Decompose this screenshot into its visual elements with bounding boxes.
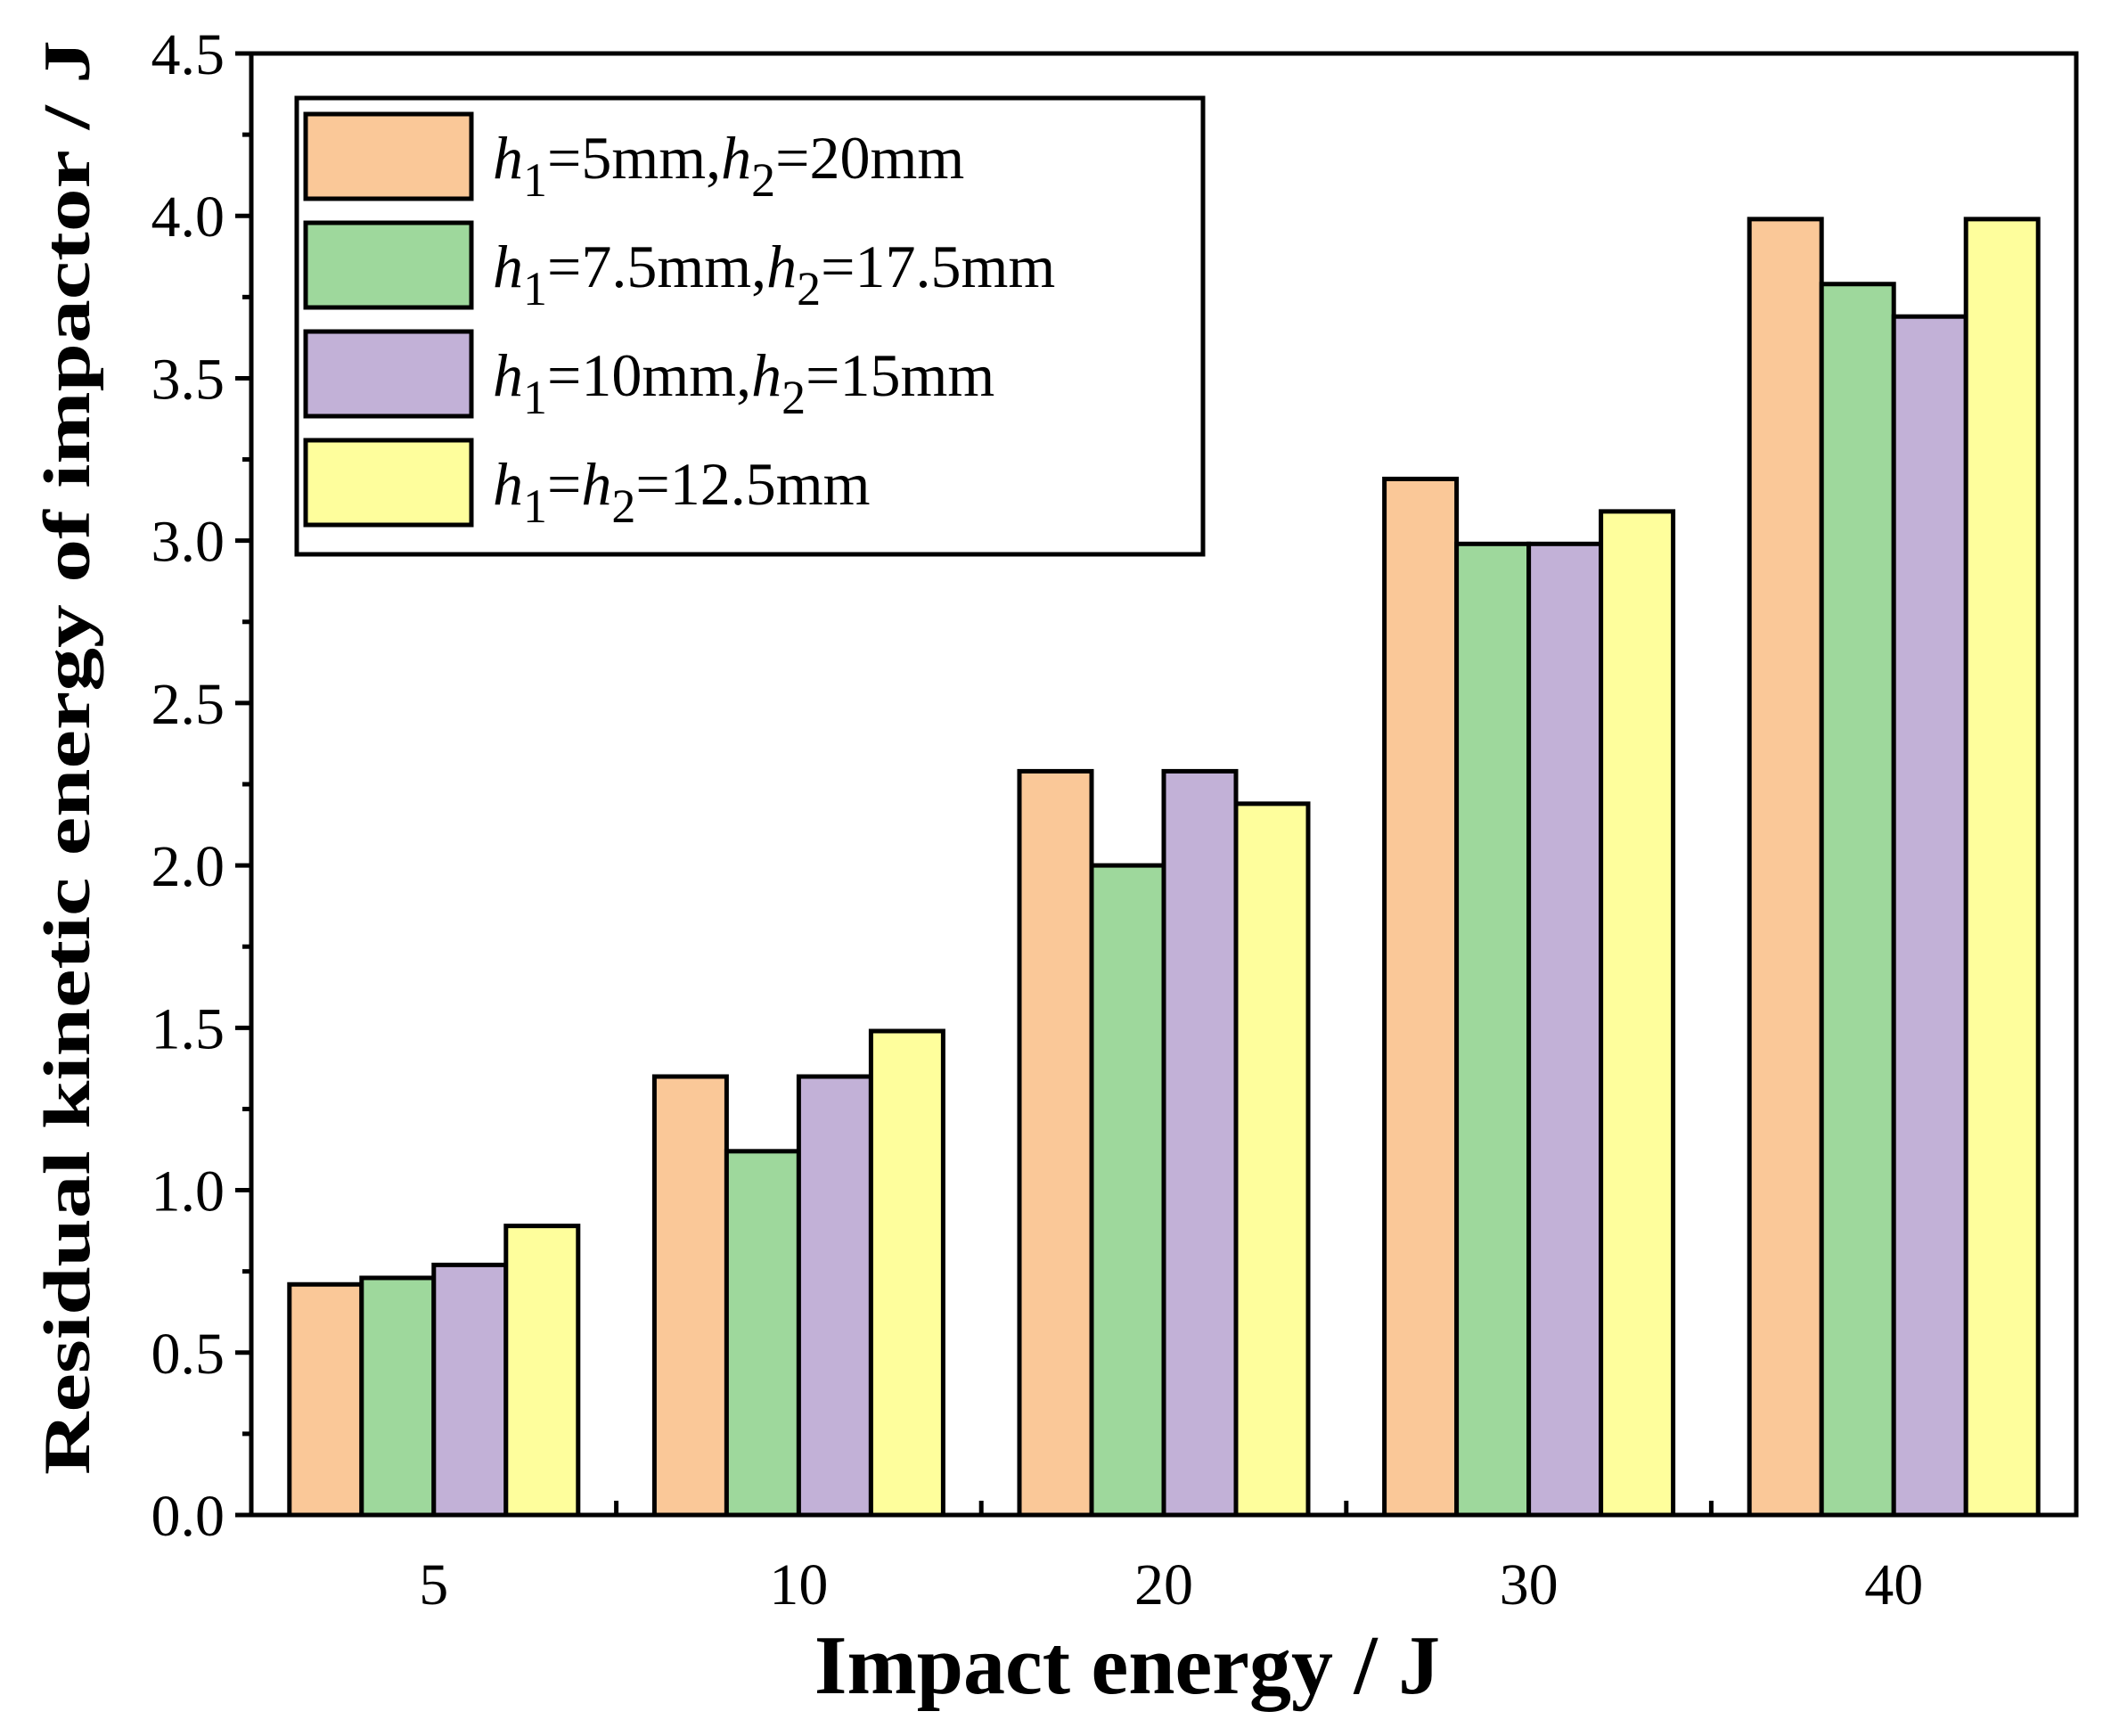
bar-20-series-4 bbox=[1233, 801, 1311, 1518]
y-tick-label: 4.0 bbox=[151, 184, 225, 250]
y-tick-label: 1.0 bbox=[151, 1159, 225, 1224]
legend-label: h1=10mm,h2=15mm bbox=[493, 341, 994, 424]
bar-30-series-4 bbox=[1599, 509, 1676, 1518]
legend-swatch bbox=[303, 438, 474, 528]
x-tick-label: 30 bbox=[1500, 1552, 1559, 1617]
bars-layer bbox=[287, 217, 2041, 1518]
y-tick-label: 3.5 bbox=[151, 347, 225, 412]
y-tick-label: 0.0 bbox=[151, 1484, 225, 1549]
bar-40-series-4 bbox=[1963, 217, 2041, 1518]
bar-10-series-4 bbox=[868, 1028, 945, 1518]
legend-label: h1=5mm,h2=20mm bbox=[493, 124, 964, 207]
bar-40-series-2 bbox=[1819, 282, 1896, 1518]
y-tick-label: 0.5 bbox=[151, 1322, 225, 1387]
y-tick-label: 4.5 bbox=[151, 22, 225, 87]
y-tick-label: 1.5 bbox=[151, 996, 225, 1061]
bar-10-series-3 bbox=[796, 1074, 873, 1518]
legend-swatch bbox=[303, 329, 474, 419]
legend-label: h1=h2=12.5mm bbox=[493, 450, 871, 533]
y-tick-label: 2.5 bbox=[151, 672, 225, 737]
bar-20-series-3 bbox=[1161, 768, 1239, 1518]
bar-40-series-3 bbox=[1891, 314, 1968, 1518]
x-tick-label: 40 bbox=[1864, 1552, 1923, 1617]
bar-20-series-2 bbox=[1089, 863, 1166, 1518]
x-axis-title: Impact energy / J bbox=[814, 1619, 1440, 1712]
y-axis-title: Residual kinetic energy of impactor / J bbox=[31, 40, 104, 1475]
bar-30-series-2 bbox=[1454, 541, 1532, 1518]
legend-swatch bbox=[303, 220, 474, 310]
bar-20-series-1 bbox=[1017, 768, 1094, 1518]
x-tick-label: 10 bbox=[769, 1552, 828, 1617]
bar-5-series-4 bbox=[503, 1224, 581, 1518]
y-tick-label: 3.0 bbox=[151, 510, 225, 575]
bar-40-series-1 bbox=[1747, 217, 1824, 1518]
bar-30-series-1 bbox=[1382, 476, 1460, 1518]
y-tick-label: 2.0 bbox=[151, 834, 225, 899]
legend: h1=5mm,h2=20mm h1=7.5mm,h2=17.5mm h1=10mm,… bbox=[294, 95, 1206, 557]
bar-30-series-3 bbox=[1526, 541, 1604, 1518]
bar-10-series-1 bbox=[651, 1074, 729, 1518]
bar-5-series-1 bbox=[287, 1282, 364, 1518]
legend-swatch bbox=[303, 111, 474, 201]
bar-5-series-2 bbox=[359, 1275, 437, 1518]
bar-5-series-3 bbox=[431, 1262, 509, 1518]
axes-layer: 0.0 0.5 1.0 1.5 2.0 2.5 3.0 3.5 4.0 4.5 5 10 20 30 40 bbox=[151, 22, 2079, 1617]
legend-label: h1=7.5mm,h2=17.5mm bbox=[493, 233, 1055, 315]
x-tick-label: 20 bbox=[1134, 1552, 1193, 1617]
bar-10-series-2 bbox=[724, 1149, 801, 1518]
x-tick-label: 5 bbox=[419, 1552, 448, 1617]
